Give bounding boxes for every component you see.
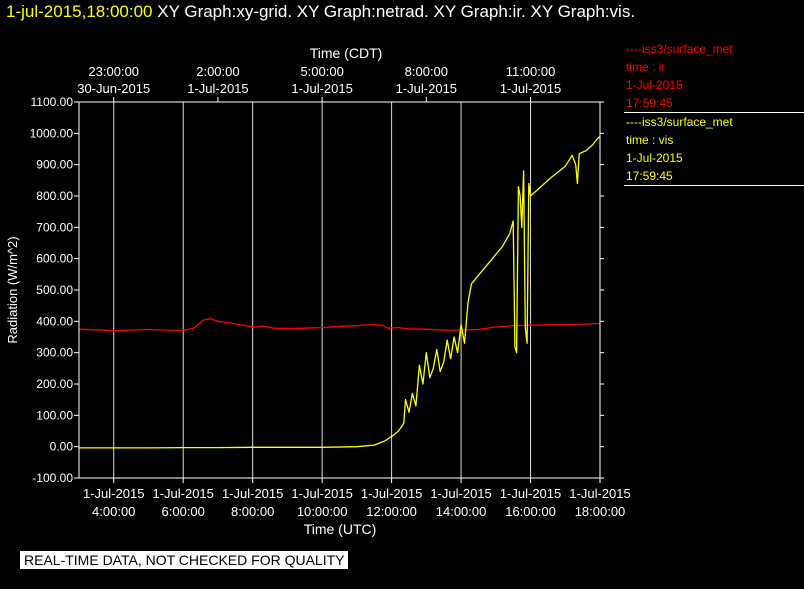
y-tick-label: 200.00 xyxy=(36,377,73,391)
top-tick-label-time: 2:00:00 xyxy=(196,64,239,79)
x-tick-label-date: 1-Jul-2015 xyxy=(500,486,561,501)
top-tick-label-date: 1-Jul-2015 xyxy=(291,81,352,96)
x-tick-label-date: 1-Jul-2015 xyxy=(430,486,491,501)
x-tick-label-time: 10:00:00 xyxy=(297,504,348,519)
x-tick-label-time: 6:00:00 xyxy=(162,504,205,519)
x-tick-label-date: 1-Jul-2015 xyxy=(222,486,283,501)
y-tick-label: 500.00 xyxy=(36,283,73,297)
series-line-vis xyxy=(79,136,601,449)
top-tick-label-time: 8:00:00 xyxy=(405,64,448,79)
y-tick-label: 1000.00 xyxy=(30,126,74,140)
legend-series-var: time : vis xyxy=(626,133,674,147)
y-tick-label: 400.00 xyxy=(36,314,73,328)
legend-series-date: 1-Jul-2015 xyxy=(626,78,683,92)
title-graph-list: XY Graph:xy-grid. XY Graph:netrad. XY Gr… xyxy=(157,2,636,21)
axis-layer: -100.00 0.00 100.00 200.00 300.00 400.00 500.0… xyxy=(30,64,631,519)
x-tick-label-time: 18:00:00 xyxy=(575,504,626,519)
legend-entry-ir: ----iss3/surface_met time : ir 1-Jul-201… xyxy=(624,40,804,113)
x-tick-label-date: 1-Jul-2015 xyxy=(291,486,352,501)
plot-frame xyxy=(78,101,601,479)
x-tick-label-time: 8:00:00 xyxy=(231,504,274,519)
y-tick-label: -100.00 xyxy=(32,471,73,485)
top-tick-label-time: 23:00:00 xyxy=(88,64,139,79)
grid-layer xyxy=(113,102,601,478)
series-line-ir xyxy=(78,318,601,332)
x-tick-label-date: 1-Jul-2015 xyxy=(569,486,630,501)
series-layer xyxy=(78,136,601,449)
x-tick-label-time: 16:00:00 xyxy=(505,504,556,519)
legend-series-time: 17:59:45 xyxy=(626,96,673,110)
top-tick-label-time: 5:00:00 xyxy=(300,64,343,79)
x-tick-label-time: 4:00:00 xyxy=(92,504,135,519)
x-axis-title: Time (UTC) xyxy=(304,521,377,537)
legend-series-var: time : ir xyxy=(626,60,666,74)
title-timestamp: 1-jul-2015,18:00:00 xyxy=(6,2,153,21)
legend-entry-vis: ----iss3/surface_met time : vis 1-Jul-20… xyxy=(624,113,804,186)
x-tick-label-time: 14:00:00 xyxy=(436,504,487,519)
legend-series-date: 1-Jul-2015 xyxy=(626,151,683,165)
y-tick-label: 900.00 xyxy=(36,158,73,172)
y-tick-label: 800.00 xyxy=(36,189,73,203)
top-tick-label-date: 1-Jul-2015 xyxy=(396,81,457,96)
y-tick-label: 600.00 xyxy=(36,252,73,266)
y-tick-label: 0.00 xyxy=(50,440,74,454)
top-tick-label-date: 30-Jun-2015 xyxy=(77,81,150,96)
y-tick-label: 700.00 xyxy=(36,220,73,234)
y-tick-label: 300.00 xyxy=(36,346,73,360)
y-tick-label: 100.00 xyxy=(36,408,73,422)
legend: ----iss3/surface_met time : ir 1-Jul-201… xyxy=(624,40,804,186)
x-tick-label-date: 1-Jul-2015 xyxy=(83,486,144,501)
legend-series-time: 17:59:45 xyxy=(626,169,673,183)
y-axis-title: Radiation (W/m^2) xyxy=(5,236,20,343)
top-tick-label-date: 1-Jul-2015 xyxy=(187,81,248,96)
x-tick-label-time: 12:00:00 xyxy=(366,504,417,519)
x-tick-label-date: 1-Jul-2015 xyxy=(361,486,422,501)
y-tick-label: 1100.00 xyxy=(31,95,74,109)
x-tick-label-date: 1-Jul-2015 xyxy=(152,486,213,501)
top-axis-title: Time (CDT) xyxy=(310,45,383,61)
quality-disclaimer: REAL-TIME DATA, NOT CHECKED FOR QUALITY xyxy=(20,551,349,569)
top-tick-label-time: 11:00:00 xyxy=(506,64,556,79)
legend-series-name: ----iss3/surface_met xyxy=(626,42,733,56)
graph-title: 1-jul-2015,18:00:00 XY Graph:xy-grid. XY… xyxy=(6,2,635,22)
top-tick-label-date: 1-Jul-2015 xyxy=(500,81,561,96)
legend-series-name: ----iss3/surface_met xyxy=(626,115,733,129)
